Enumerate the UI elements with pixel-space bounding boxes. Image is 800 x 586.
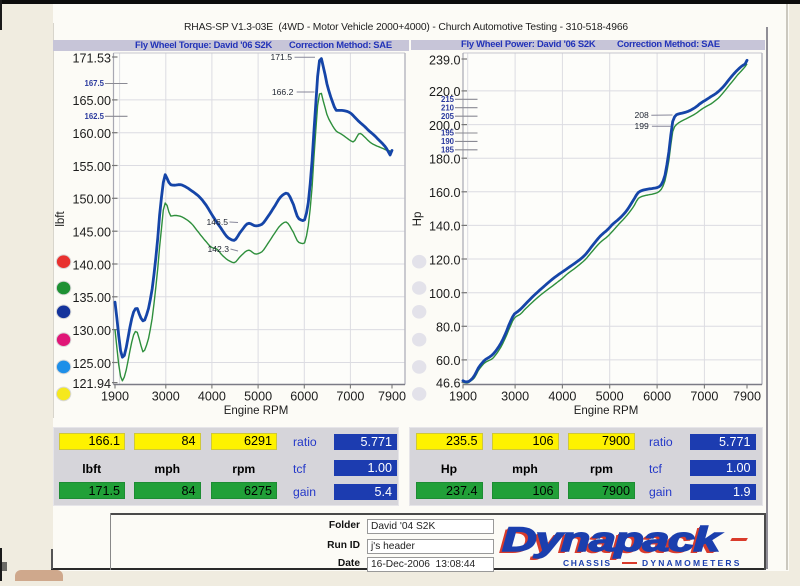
svg-text:Engine RPM: Engine RPM <box>574 405 639 417</box>
svg-text:160.0: 160.0 <box>429 186 461 200</box>
svg-text:6000: 6000 <box>643 390 671 404</box>
svg-text:155.00: 155.00 <box>72 160 111 174</box>
svg-text:135.00: 135.00 <box>72 291 111 305</box>
svg-text:120.0: 120.0 <box>429 253 461 267</box>
svg-text:100.0: 100.0 <box>429 287 461 301</box>
svg-text:Engine RPM: Engine RPM <box>224 405 289 417</box>
svg-text:171.53: 171.53 <box>72 51 111 65</box>
svg-text:60.0: 60.0 <box>436 354 461 368</box>
svg-text:142.3: 142.3 <box>207 244 229 254</box>
svg-text:185: 185 <box>441 145 455 154</box>
svg-text:7000: 7000 <box>336 390 364 404</box>
svg-text:160.00: 160.00 <box>72 127 111 141</box>
svg-text:5000: 5000 <box>596 390 624 404</box>
svg-text:167.5: 167.5 <box>84 79 104 88</box>
svg-text:1900: 1900 <box>101 390 129 404</box>
svg-text:3000: 3000 <box>152 390 180 404</box>
svg-text:180.0: 180.0 <box>429 153 461 167</box>
svg-text:145.00: 145.00 <box>72 226 111 240</box>
svg-text:7000: 7000 <box>690 390 718 404</box>
svg-text:7900: 7900 <box>378 390 406 404</box>
svg-text:1900: 1900 <box>449 390 477 404</box>
svg-text:150.00: 150.00 <box>72 193 111 207</box>
svg-text:7900: 7900 <box>733 390 761 404</box>
svg-text:205: 205 <box>441 112 455 121</box>
svg-text:4000: 4000 <box>548 390 576 404</box>
svg-text:125.00: 125.00 <box>72 357 111 371</box>
svg-text:5000: 5000 <box>244 390 272 404</box>
svg-text:140.00: 140.00 <box>72 258 111 272</box>
svg-text:208: 208 <box>634 110 649 120</box>
svg-text:239.0: 239.0 <box>429 53 461 67</box>
svg-text:162.5: 162.5 <box>84 112 104 121</box>
svg-text:140.0: 140.0 <box>429 220 461 234</box>
svg-text:Hp: Hp <box>412 212 424 227</box>
svg-text:146.5: 146.5 <box>206 217 228 227</box>
svg-text:lbft: lbft <box>55 211 67 227</box>
svg-text:3000: 3000 <box>501 390 529 404</box>
svg-text:80.0: 80.0 <box>436 321 461 335</box>
svg-text:165.00: 165.00 <box>72 94 111 108</box>
svg-text:4000: 4000 <box>198 390 226 404</box>
svg-text:166.2: 166.2 <box>272 87 294 97</box>
svg-text:171.5: 171.5 <box>270 52 292 62</box>
svg-text:130.00: 130.00 <box>72 324 111 338</box>
svg-text:6000: 6000 <box>290 390 318 404</box>
svg-text:199: 199 <box>634 121 649 131</box>
